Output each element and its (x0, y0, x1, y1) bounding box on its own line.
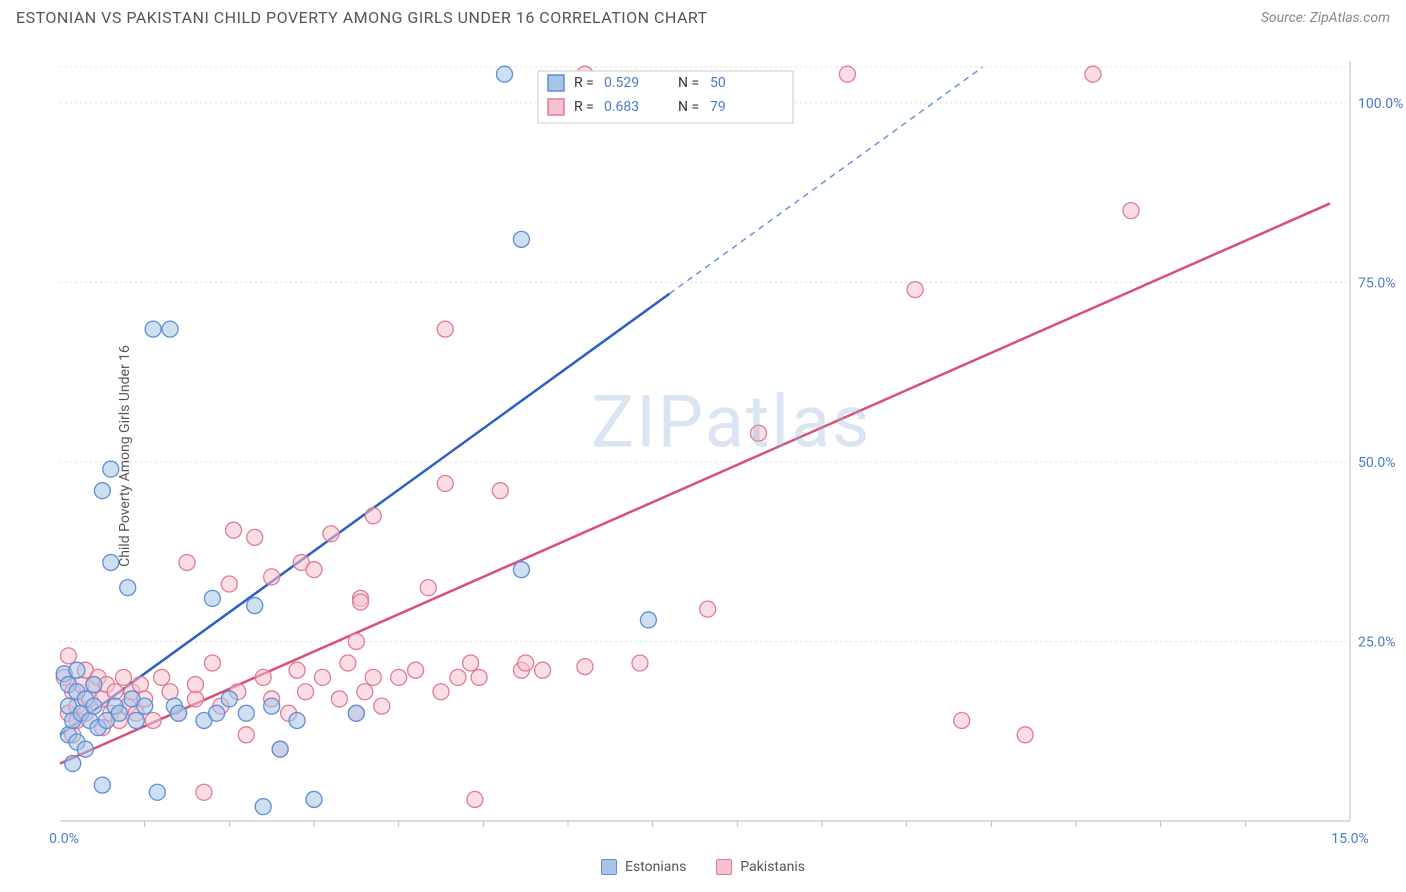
svg-text:R =: R = (574, 75, 594, 91)
legend-label: Estonians (625, 859, 686, 875)
y-axis-label: Child Poverty Among Girls Under 16 (117, 345, 133, 567)
chart-title: ESTONIAN VS PAKISTANI CHILD POVERTY AMON… (16, 8, 708, 27)
legend-swatch-blue (601, 859, 617, 875)
legend-item-pakistanis: Pakistanis (716, 859, 805, 875)
svg-text:R =: R = (574, 99, 594, 115)
legend-bottom: Estonians Pakistanis (601, 859, 805, 875)
chart-source: Source: ZipAtlas.com (1261, 10, 1390, 26)
chart-container: Child Poverty Among Girls Under 16 25.0%… (0, 31, 1406, 881)
svg-text:15.0%: 15.0% (1331, 831, 1369, 847)
svg-text:0.683: 0.683 (604, 99, 639, 115)
legend-swatch-pink (716, 859, 732, 875)
svg-text:75.0%: 75.0% (1358, 275, 1396, 291)
svg-text:0.529: 0.529 (604, 75, 639, 91)
svg-text:N =: N = (678, 75, 699, 91)
svg-text:79: 79 (710, 99, 726, 115)
svg-text:100.0%: 100.0% (1358, 96, 1403, 112)
scatter-chart: 25.0% 50.0% 75.0% 100.0% 0.0% 15.0% R = 0.529 N … (0, 31, 1406, 881)
svg-text:0.0%: 0.0% (49, 831, 79, 847)
legend-item-estonians: Estonians (601, 859, 686, 875)
svg-text:50: 50 (710, 75, 726, 91)
legend-label: Pakistanis (740, 859, 805, 875)
svg-text:50.0%: 50.0% (1358, 455, 1396, 471)
svg-text:N =: N = (678, 99, 699, 115)
svg-text:25.0%: 25.0% (1358, 634, 1396, 650)
